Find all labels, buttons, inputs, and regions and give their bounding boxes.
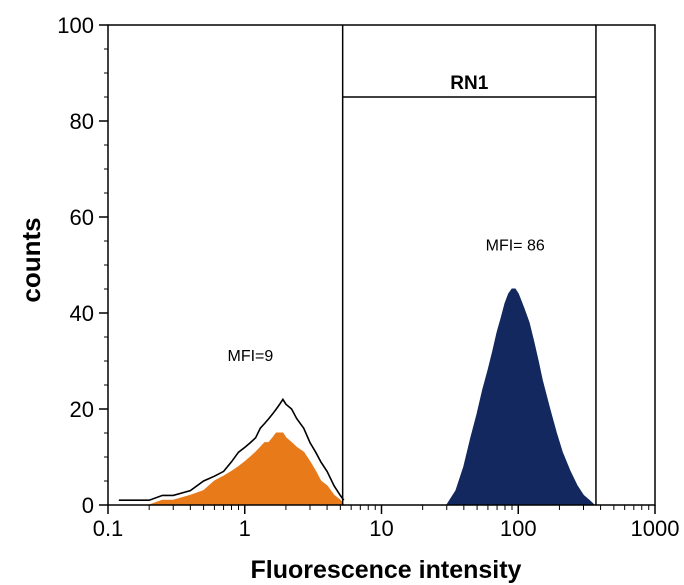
gate-layer: MFI=9 MFI= 86 <box>228 25 597 505</box>
y-tick-label-5: 100 <box>57 13 94 38</box>
x-tick-label-4: 1000 <box>631 516 680 541</box>
mfi-annotation-1: MFI= 86 <box>486 238 545 255</box>
series-1-area <box>118 432 345 506</box>
mfi-annotation-0: MFI=9 <box>228 348 274 365</box>
x-tick-label-1: 1 <box>239 516 251 541</box>
x-axis-title: Fluorescence intensity <box>251 556 522 584</box>
x-tick-label-0: 0.1 <box>93 516 124 541</box>
gate-label: RN1 <box>450 73 488 94</box>
y-tick-label-0: 0 <box>82 493 94 518</box>
y-tick-label-1: 20 <box>70 397 94 422</box>
y-tick-label-4: 80 <box>70 109 94 134</box>
y-axis-title: counts <box>16 217 46 302</box>
series-layer <box>118 288 596 506</box>
y-tick-label-3: 60 <box>70 205 94 230</box>
series-0-outline <box>118 397 345 502</box>
axis-layer: 0 20 40 60 80 100 0.1 1 10 100 1000 <box>57 13 679 541</box>
x-tick-label-3: 100 <box>500 516 537 541</box>
y-tick-label-2: 40 <box>70 301 94 326</box>
x-tick-label-2: 10 <box>369 516 393 541</box>
series-2-area <box>445 288 596 506</box>
